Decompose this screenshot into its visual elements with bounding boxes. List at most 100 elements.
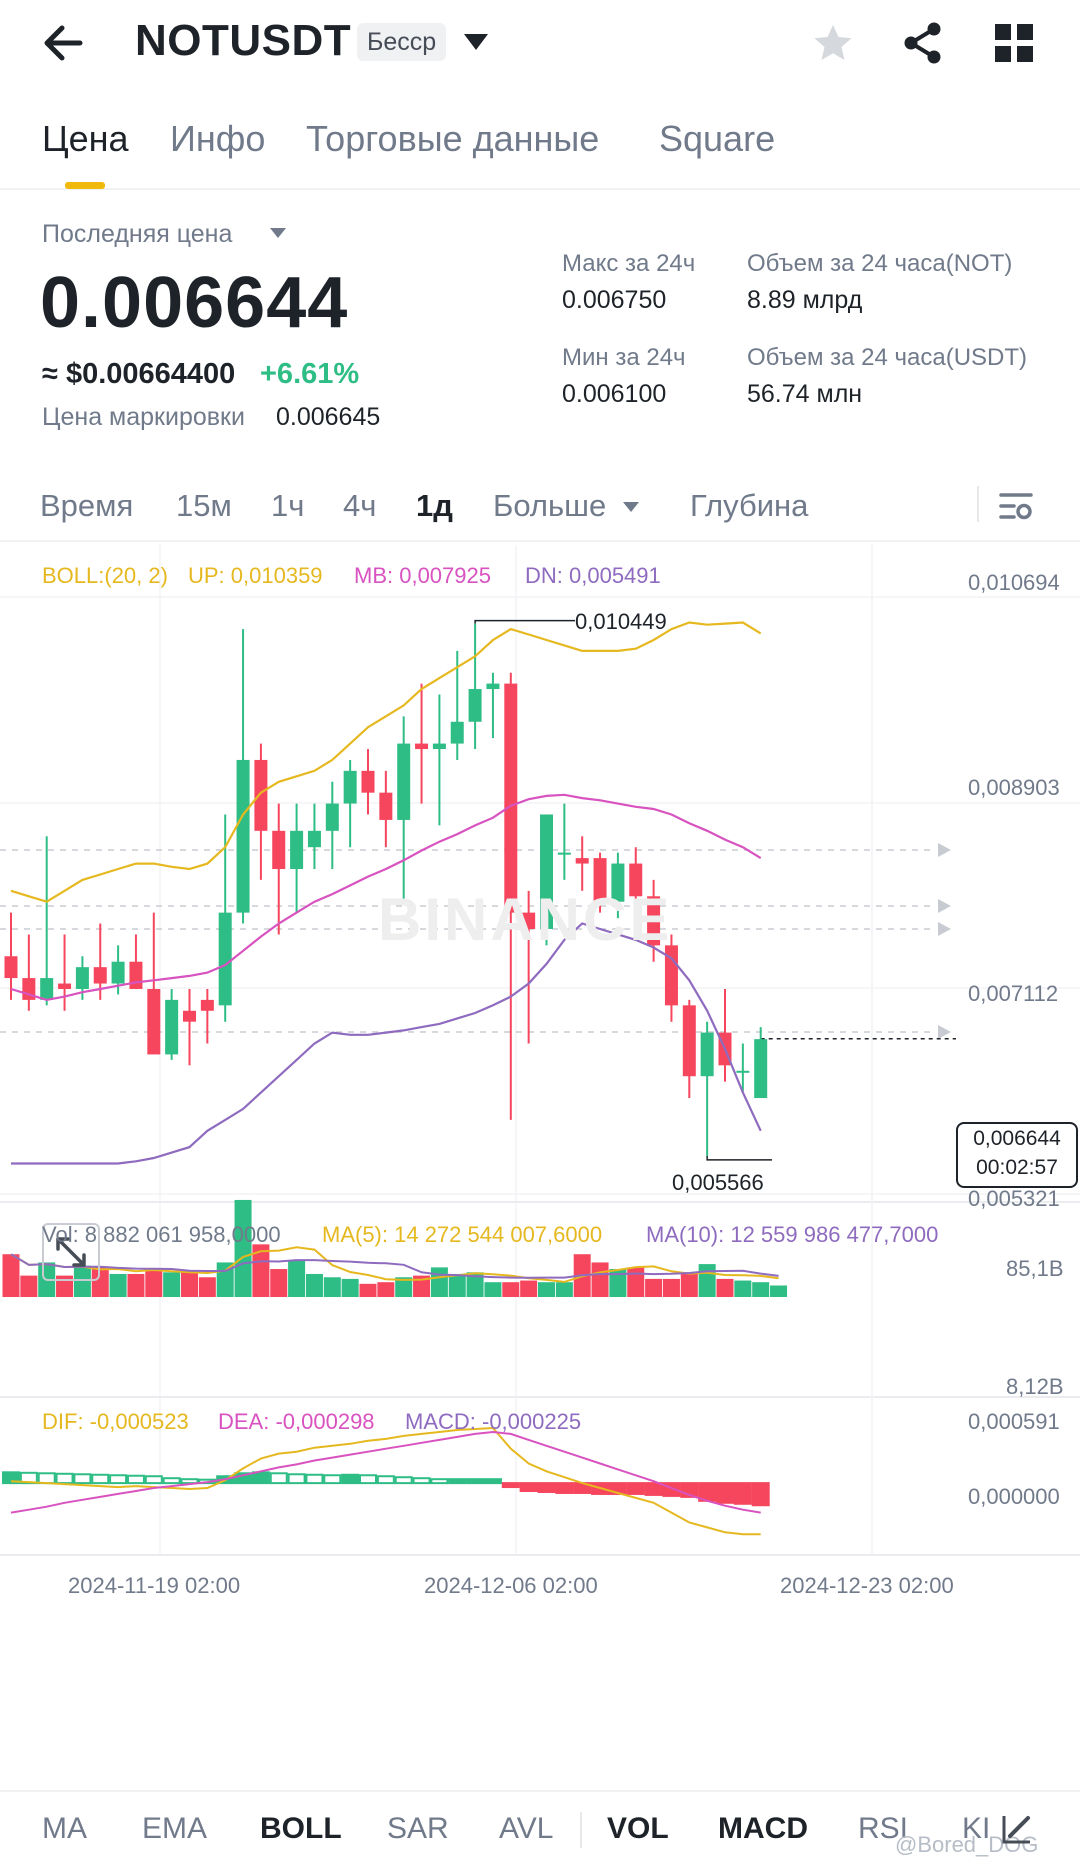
- indicator-boll[interactable]: BOLL: [260, 1812, 342, 1845]
- candle-body: [754, 1039, 768, 1099]
- indicator-rsi[interactable]: RSI: [858, 1812, 909, 1845]
- macd-histogram-bar: [341, 1473, 360, 1485]
- macd-dea-line: [10, 1430, 761, 1514]
- macd-histogram-bar: [501, 1482, 520, 1489]
- interval-more[interactable]: Больше: [493, 488, 607, 523]
- macd-histogram-bar: [144, 1475, 163, 1485]
- macd-legend-macd: MACD: -0,000225: [405, 1409, 582, 1434]
- caret-down-icon[interactable]: [462, 31, 490, 53]
- price-change-percent: +6.61%: [260, 358, 360, 390]
- grid-icon[interactable]: [993, 22, 1035, 64]
- caret-down-icon[interactable]: [268, 226, 288, 240]
- date-tick: 2024-12-23 02:00: [780, 1573, 954, 1598]
- interval-15m[interactable]: 15м: [176, 488, 232, 523]
- boll-legend-up: UP: 0,010359: [188, 563, 323, 588]
- date-tick: 2024-12-06 02:00: [424, 1573, 598, 1598]
- volume-bar: [341, 1278, 359, 1297]
- last-price-label[interactable]: Последняя цена: [42, 220, 233, 248]
- macd-histogram-bar: [483, 1478, 502, 1485]
- back-arrow-icon[interactable]: [40, 20, 90, 66]
- interval-1d[interactable]: 1д: [416, 488, 453, 523]
- candle-body: [165, 999, 179, 1055]
- share-icon[interactable]: [900, 20, 946, 66]
- high-24h-label: Макс за 24ч: [562, 250, 696, 277]
- candle-body: [557, 852, 571, 855]
- vol-tick: 85,1B: [1006, 1256, 1064, 1281]
- candle: [183, 988, 196, 1066]
- macd-histogram-bar: [162, 1477, 181, 1485]
- candle: [4, 912, 18, 1000]
- indicator-avl[interactable]: AVL: [499, 1812, 554, 1845]
- macd-tick: 0,000000: [968, 1484, 1060, 1509]
- candle-body: [343, 770, 357, 804]
- candle: [325, 781, 339, 870]
- interval-depth[interactable]: Глубина: [690, 488, 809, 523]
- candle: [486, 672, 500, 739]
- macd-histogram-bar: [73, 1473, 92, 1485]
- date-tick: 2024-11-19 02:00: [68, 1573, 241, 1598]
- pair-title[interactable]: NOTUSDT: [135, 16, 352, 65]
- caret-down-icon[interactable]: [622, 500, 640, 512]
- candle: [397, 716, 411, 902]
- volume-bar: [502, 1282, 520, 1297]
- candle-body: [325, 803, 339, 831]
- candle-body: [682, 1005, 696, 1077]
- candle: [379, 770, 393, 848]
- tab-price[interactable]: Цена: [42, 118, 129, 159]
- tab-info[interactable]: Инфо: [170, 118, 266, 159]
- indicator-ema[interactable]: EMA: [142, 1812, 208, 1845]
- expand-icon[interactable]: [42, 1223, 100, 1281]
- volume-bar: [270, 1269, 288, 1297]
- tab-square[interactable]: Square: [659, 118, 776, 159]
- candle: [682, 999, 696, 1099]
- interval-4h[interactable]: 4ч: [343, 488, 377, 523]
- tab-trading-data[interactable]: Торговые данные: [306, 118, 600, 159]
- volume-ma10-line: [10, 1253, 779, 1279]
- last-price: 0.006644: [40, 263, 349, 343]
- candle-body: [272, 830, 286, 870]
- boll-middle-line: [10, 793, 762, 1002]
- candle: [432, 694, 446, 826]
- candle: [504, 672, 518, 1120]
- volume-bar: [127, 1273, 145, 1297]
- indicator-macd[interactable]: MACD: [718, 1812, 808, 1845]
- candle: [522, 890, 536, 1044]
- interval-time[interactable]: Время: [40, 488, 134, 523]
- kline-chart-svg[interactable]: [0, 545, 1080, 1785]
- volume-not-value: 8.89 млрд: [747, 286, 863, 314]
- price-tick: 0,007112: [968, 981, 1059, 1006]
- candle-body: [75, 967, 89, 989]
- indicator-kdj[interactable]: KI: [962, 1812, 991, 1845]
- candle: [557, 803, 571, 880]
- chart-settings-icon[interactable]: [998, 488, 1034, 524]
- indicator-edit-icon[interactable]: [1000, 1812, 1034, 1846]
- current-price-tag[interactable]: 0,006644 00:02:57: [956, 1122, 1078, 1188]
- candle-body: [647, 896, 661, 946]
- boll-legend-name: BOLL:(20, 2): [42, 563, 168, 588]
- indicator-sar[interactable]: SAR: [387, 1812, 449, 1845]
- vol-legend-value: Vol: 8 882 061 958,0000: [42, 1222, 281, 1247]
- low-marker-line: [706, 1155, 772, 1161]
- volume-bar: [109, 1273, 127, 1297]
- macd-histogram-bar: [37, 1472, 56, 1485]
- candle: [736, 1043, 750, 1093]
- candle: [93, 923, 107, 1000]
- candle-body: [129, 961, 143, 989]
- indicator-ma[interactable]: MA: [42, 1812, 87, 1845]
- price-tick: 0,005321: [968, 1186, 1060, 1211]
- star-icon[interactable]: [810, 20, 856, 66]
- page-tabs: Цена Инфо Торговые данные Square: [0, 100, 1080, 190]
- volume-bar: [752, 1282, 770, 1297]
- high-24h-value: 0.006750: [562, 286, 667, 314]
- indicator-vol[interactable]: VOL: [607, 1812, 669, 1845]
- candle-body: [450, 721, 464, 744]
- candle: [165, 988, 179, 1060]
- kline-chart[interactable]: BINANCE BOLL:(20, 2) UP: 0,010359 MB: 0,…: [0, 545, 1080, 1785]
- interval-1h[interactable]: 1ч: [271, 488, 305, 523]
- volume-bar: [680, 1273, 698, 1297]
- high-marker-line: [474, 619, 575, 624]
- volume-bar: [627, 1267, 645, 1297]
- macd-legend-dif: DIF: -0,000523: [42, 1409, 189, 1434]
- macd-histogram-bar: [626, 1482, 645, 1495]
- macd-dif-line: [10, 1426, 761, 1536]
